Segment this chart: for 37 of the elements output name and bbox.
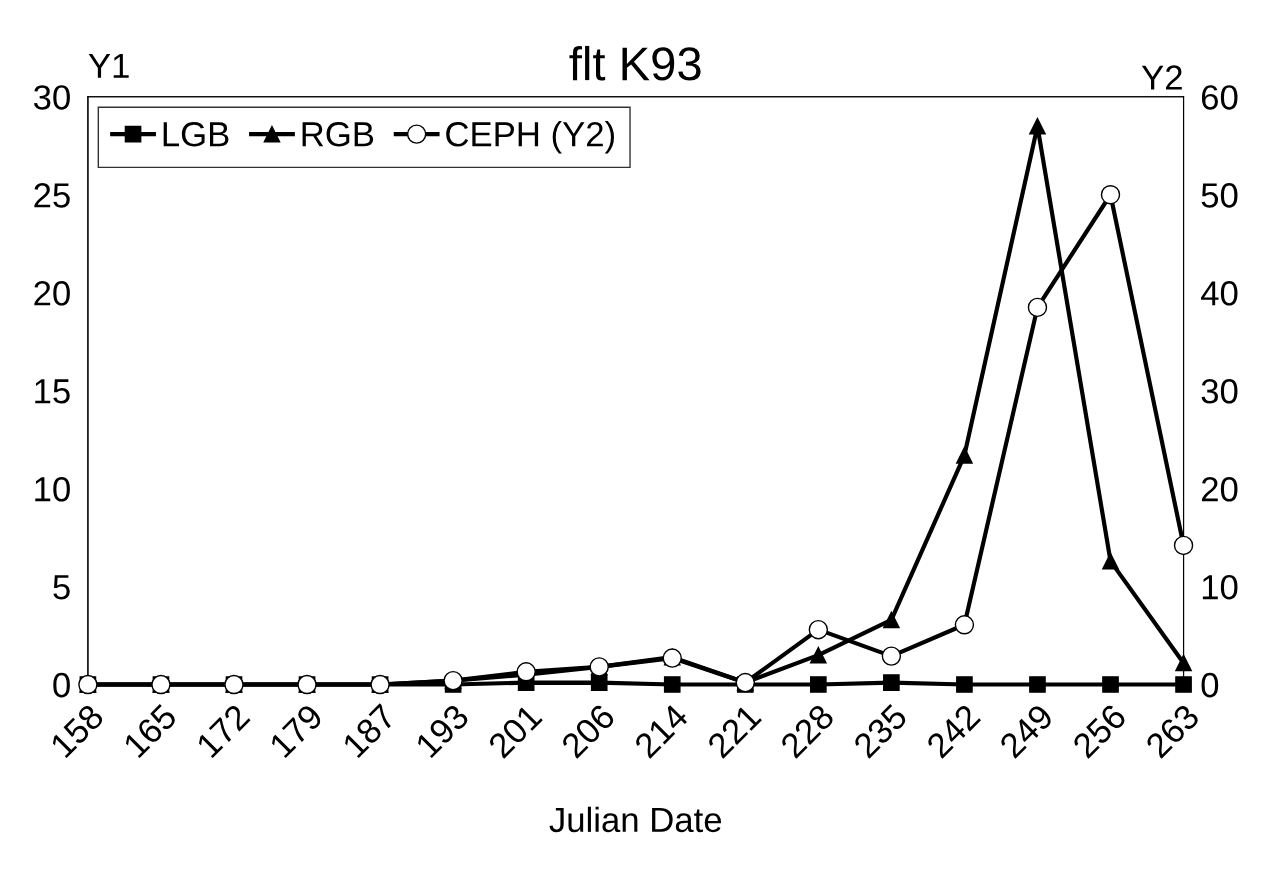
- y-axis-title: Y1: [88, 53, 129, 78]
- y-tick-label: 5: [53, 575, 70, 600]
- x-tick-label: 256: [1071, 702, 1128, 759]
- y2-axis-title: Y2: [1141, 65, 1182, 90]
- x-tick-label: 172: [195, 703, 251, 759]
- x-tick-label: 206: [560, 702, 617, 759]
- x-tick-label: 179: [268, 702, 324, 759]
- y-tick-label: 10: [35, 476, 70, 502]
- y-tick-label: 20: [34, 281, 70, 306]
- y2-tick-label: 30: [1201, 378, 1238, 404]
- legend-label: RGB: [302, 122, 374, 147]
- y2-tick-label: 10: [1202, 574, 1238, 600]
- legend-label: CEPH (Y2): [446, 121, 614, 154]
- x-tick-label: 187: [341, 703, 397, 759]
- x-tick-label: 228: [779, 702, 836, 759]
- x-tick-label: 249: [998, 702, 1055, 759]
- y-tick-label: 0: [53, 672, 70, 698]
- chart-title: flt K93: [569, 45, 701, 81]
- x-tick-label: 263: [1144, 702, 1201, 759]
- x-tick-label: 242: [925, 703, 981, 759]
- x-axis-title: Julian Date: [549, 806, 722, 833]
- y2-tick-label: 60: [1201, 85, 1238, 110]
- x-tick-label: 165: [122, 702, 178, 759]
- legend-label: LGB: [163, 122, 229, 147]
- x-tick-label: 235: [852, 702, 909, 759]
- x-tick-label: 193: [414, 702, 471, 759]
- x-tick-label: 201: [487, 703, 543, 759]
- y2-tick-label: 50: [1201, 183, 1238, 208]
- y2-tick-label: 20: [1201, 476, 1238, 502]
- y-tick-label: 15: [35, 379, 70, 404]
- y2-tick-label: 0: [1201, 672, 1219, 698]
- y-tick-label: 25: [34, 183, 70, 208]
- y2-tick-label: 40: [1201, 281, 1238, 306]
- y-tick-label: 30: [33, 85, 70, 110]
- x-tick-label: 221: [706, 703, 762, 759]
- x-tick-label: 214: [633, 702, 690, 759]
- x-tick-label: 158: [49, 702, 105, 759]
